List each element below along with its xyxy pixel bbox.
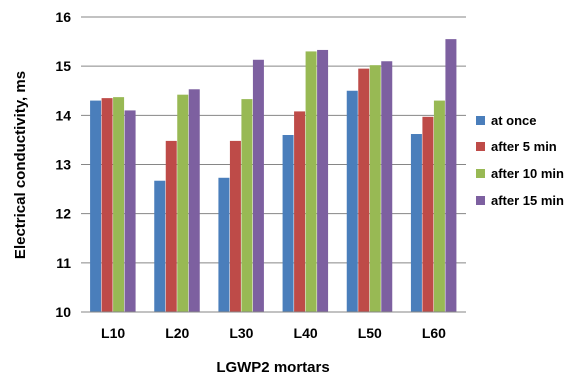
bar-l10-series-1 — [90, 100, 102, 312]
bar-l40-series-1 — [282, 135, 294, 312]
x-tick-label: L50 — [358, 325, 382, 341]
gridlines — [81, 16, 466, 264]
y-tick-label: 15 — [55, 58, 71, 74]
bar-l20-series-4 — [188, 89, 200, 313]
bar-l60-series-4 — [445, 39, 457, 312]
bar-l60-series-3 — [433, 100, 445, 312]
y-tick-label: 12 — [55, 206, 71, 222]
legend-label: at once — [491, 113, 537, 128]
y-axis-title: Electrical conductivity, ms — [12, 71, 29, 259]
bar-l50-series-4 — [381, 61, 393, 312]
x-axis-title: LGWP2 mortars — [216, 359, 329, 376]
x-tick-label: L40 — [294, 325, 318, 341]
x-tick-label: L30 — [229, 325, 253, 341]
bar-l40-series-2 — [294, 111, 306, 313]
legend-swatch — [476, 142, 485, 151]
bar-l10-series-2 — [101, 98, 113, 312]
bar-l30-series-1 — [218, 177, 230, 312]
legend-label: after 15 min — [491, 193, 564, 208]
x-tick-label: L10 — [101, 325, 125, 341]
y-tick-label: 16 — [55, 9, 71, 25]
legend: at once after 5 min after 10 min after 15 m… — [476, 113, 564, 208]
y-tick-label: 13 — [55, 157, 71, 173]
bar-l10-series-3 — [113, 97, 125, 313]
bar-l20-series-3 — [177, 94, 189, 312]
bar-l30-series-4 — [252, 59, 264, 313]
bar-l10-series-4 — [124, 110, 136, 313]
bar-l40-series-4 — [317, 49, 329, 313]
legend-label: after 5 min — [491, 139, 557, 154]
legend-swatch — [476, 169, 485, 178]
legend-swatch — [476, 116, 485, 125]
bar-l40-series-3 — [305, 51, 317, 313]
legend-label: after 10 min — [491, 166, 564, 181]
bar-l60-series-2 — [422, 116, 434, 312]
y-tick-label: 14 — [55, 107, 71, 123]
bar-l50-series-2 — [358, 68, 370, 312]
y-tick-label: 10 — [55, 304, 71, 320]
bar-l30-series-3 — [241, 99, 253, 312]
x-tick-label: L60 — [422, 325, 446, 341]
bar-l30-series-2 — [229, 140, 241, 312]
bar-l20-series-2 — [165, 140, 177, 312]
bar-l50-series-1 — [346, 90, 358, 312]
legend-swatch — [476, 196, 485, 205]
x-tick-label: L20 — [165, 325, 189, 341]
y-tick-labels: 10 11 12 13 14 15 16 — [55, 9, 71, 320]
x-tick-labels: L10 L20 L30 L40 L50 L60 — [101, 325, 446, 341]
y-tick-label: 11 — [56, 255, 71, 271]
bar-l50-series-3 — [369, 65, 381, 312]
bar-l20-series-1 — [154, 180, 166, 312]
bars — [90, 39, 457, 313]
bar-l60-series-1 — [410, 134, 422, 312]
